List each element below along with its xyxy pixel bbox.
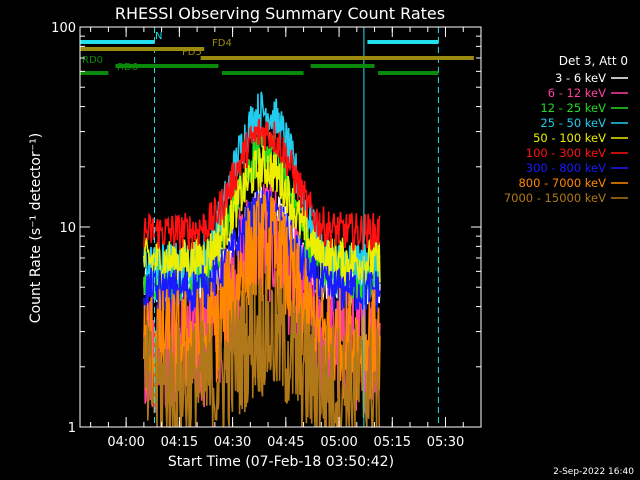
- legend-entry-label: 12 - 25 keV: [540, 101, 606, 115]
- series-5: [143, 118, 381, 252]
- flag-label: RD6: [117, 62, 138, 73]
- legend-entry-label: 300 - 800 keV: [526, 161, 606, 175]
- x-axis-label: Start Time (07-Feb-18 03:50:42): [168, 454, 394, 470]
- legend-entry-label: 25 - 50 keV: [540, 116, 606, 130]
- flag-label: RD0: [82, 55, 103, 66]
- flag-bars: N FD4 FD5 RD0 RD6: [79, 27, 474, 427]
- y-axis-label: Count Rate (s⁻¹ detector⁻¹): [28, 133, 44, 323]
- series-line: [143, 265, 381, 428]
- y-tick-label: 1: [68, 421, 76, 436]
- x-tick-label: 04:45: [267, 435, 304, 450]
- legend-entry-label: 6 - 12 keV: [548, 86, 606, 100]
- series-line: [143, 118, 381, 252]
- x-tick-label: 04:30: [214, 435, 251, 450]
- x-tick-label: 05:30: [427, 435, 464, 450]
- y-tick-label: 100: [51, 21, 76, 36]
- legend-entry-label: 7000 - 15000 keV: [504, 191, 606, 205]
- footer-date: 2-Sep-2022 16:40: [553, 467, 634, 477]
- data-layer: [143, 91, 381, 428]
- x-tick-label: 05:15: [374, 435, 411, 450]
- legend-entry-label: 50 - 100 keV: [533, 131, 606, 145]
- x-tick-label: 04:00: [107, 435, 144, 450]
- x-tick-label: 04:15: [161, 435, 198, 450]
- legend-entry-label: 100 - 300 keV: [526, 146, 606, 160]
- legend-header: Det 3, Att 0: [559, 54, 628, 68]
- x-tick-label: 05:00: [320, 435, 357, 450]
- y-tick-label: 10: [59, 221, 76, 236]
- series-8: [143, 265, 381, 428]
- axes: 04:00 04:15 04:30 04:45 05:00 05:15 05:30 1 10 10…: [51, 21, 482, 450]
- flag-label: N: [155, 31, 162, 42]
- series-line: [143, 193, 381, 401]
- legend-entry-label: 3 - 6 keV: [555, 71, 606, 85]
- series-7: [143, 193, 381, 401]
- flag-label: FD4: [212, 38, 232, 49]
- flag-label: FD5: [182, 47, 202, 58]
- legend-entry-label: 800 - 7000 keV: [518, 176, 606, 190]
- chart-title: RHESSI Observing Summary Count Rates: [115, 4, 445, 23]
